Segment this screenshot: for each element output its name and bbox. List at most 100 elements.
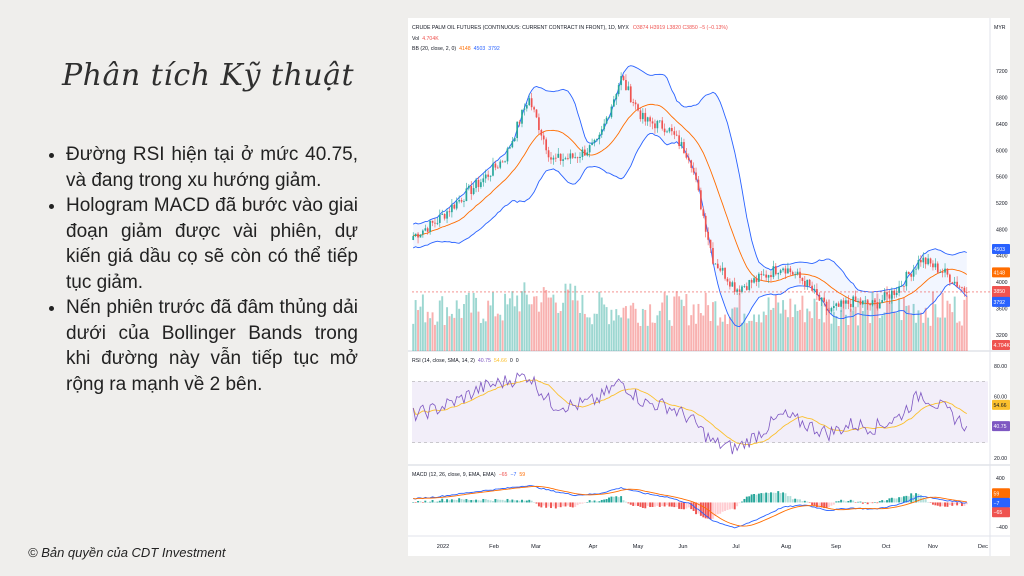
- candle-body[interactable]: [898, 286, 900, 293]
- rsi-line[interactable]: [412, 372, 968, 455]
- candle-body[interactable]: [678, 135, 680, 147]
- candle-body[interactable]: [859, 300, 862, 305]
- bb-basis-line[interactable]: [413, 103, 968, 305]
- candle-body[interactable]: [516, 121, 519, 139]
- candle-body[interactable]: [840, 300, 842, 307]
- candle-body[interactable]: [436, 222, 439, 224]
- candle-body[interactable]: [924, 257, 927, 265]
- candle-body[interactable]: [825, 301, 828, 311]
- candle-body[interactable]: [953, 281, 956, 284]
- macd-line[interactable]: [413, 485, 967, 529]
- candle-body[interactable]: [525, 105, 528, 109]
- candle-body[interactable]: [535, 109, 538, 118]
- candle-body[interactable]: [663, 128, 666, 133]
- candle-body[interactable]: [598, 134, 601, 140]
- candle-body[interactable]: [946, 268, 949, 275]
- candle-body[interactable]: [651, 121, 654, 124]
- candle-body[interactable]: [680, 142, 683, 147]
- candle-body[interactable]: [654, 123, 656, 129]
- candle-body[interactable]: [499, 161, 502, 168]
- candle-body[interactable]: [719, 268, 722, 271]
- candle-body[interactable]: [743, 286, 746, 287]
- candle-body[interactable]: [835, 303, 838, 307]
- candle-body[interactable]: [518, 121, 521, 124]
- candle-body[interactable]: [714, 263, 717, 265]
- candle-body[interactable]: [806, 279, 809, 287]
- candle-body[interactable]: [861, 300, 864, 305]
- candle-body[interactable]: [542, 135, 545, 140]
- candle-body[interactable]: [687, 157, 690, 161]
- candle-body[interactable]: [787, 268, 789, 274]
- candle-body[interactable]: [625, 80, 627, 91]
- candle-body[interactable]: [733, 282, 736, 292]
- candle-body[interactable]: [545, 139, 548, 151]
- candle-body[interactable]: [644, 112, 647, 122]
- candle-body[interactable]: [634, 102, 637, 105]
- candle-body[interactable]: [828, 310, 830, 312]
- candle-body[interactable]: [550, 157, 552, 160]
- candle-body[interactable]: [748, 280, 751, 290]
- candle-body[interactable]: [487, 174, 489, 177]
- candle-body[interactable]: [881, 300, 884, 303]
- candle-body[interactable]: [668, 127, 671, 132]
- candle-body[interactable]: [755, 278, 758, 282]
- candle-body[interactable]: [857, 300, 859, 302]
- candle-body[interactable]: [467, 186, 470, 189]
- candle-body[interactable]: [690, 160, 693, 168]
- candle-body[interactable]: [770, 275, 772, 278]
- candle-body[interactable]: [443, 213, 446, 219]
- candle-body[interactable]: [574, 157, 577, 159]
- candle-body[interactable]: [554, 157, 557, 159]
- candle-body[interactable]: [716, 263, 719, 269]
- candle-body[interactable]: [729, 281, 731, 287]
- candle-body[interactable]: [557, 153, 560, 158]
- volume-legend[interactable]: Vol 4.704K: [412, 36, 439, 42]
- candle-body[interactable]: [927, 258, 929, 265]
- candle-body[interactable]: [622, 76, 625, 81]
- candle-body[interactable]: [830, 308, 833, 312]
- candle-body[interactable]: [603, 123, 606, 130]
- candle-body[interactable]: [929, 258, 932, 264]
- candle-body[interactable]: [801, 277, 804, 281]
- candle-body[interactable]: [939, 272, 942, 273]
- candle-body[interactable]: [765, 274, 767, 278]
- candle-body[interactable]: [422, 230, 424, 235]
- candle-body[interactable]: [767, 275, 770, 278]
- candle-body[interactable]: [494, 163, 497, 168]
- candle-body[interactable]: [666, 131, 668, 133]
- candle-body[interactable]: [424, 228, 427, 231]
- candle-body[interactable]: [741, 286, 743, 292]
- candle-body[interactable]: [593, 139, 596, 143]
- candle-body[interactable]: [429, 220, 431, 232]
- candle-body[interactable]: [847, 300, 850, 304]
- candle-body[interactable]: [760, 273, 763, 276]
- candle-body[interactable]: [702, 209, 705, 216]
- candle-body[interactable]: [586, 152, 589, 156]
- candle-body[interactable]: [446, 211, 448, 219]
- candle-body[interactable]: [438, 214, 441, 223]
- candle-body[interactable]: [777, 273, 780, 275]
- chart-screenshot[interactable]: CRUDE PALM OIL FUTURES (CONTINUOUS: CURR…: [408, 18, 1010, 556]
- candle-body[interactable]: [900, 285, 903, 287]
- candle-body[interactable]: [528, 98, 531, 106]
- candle-body[interactable]: [629, 86, 632, 103]
- candle-body[interactable]: [588, 145, 591, 153]
- candle-body[interactable]: [866, 300, 869, 305]
- candle-body[interactable]: [639, 110, 642, 120]
- candle-body[interactable]: [596, 139, 598, 140]
- candle-body[interactable]: [944, 268, 946, 273]
- candle-body[interactable]: [762, 274, 765, 276]
- bb-legend[interactable]: BB (20, close, 2, 0) 4148 4503 3792: [412, 46, 500, 52]
- candle-body[interactable]: [591, 142, 593, 146]
- candle-body[interactable]: [533, 107, 535, 110]
- candle-body[interactable]: [564, 158, 567, 160]
- candle-body[interactable]: [707, 231, 709, 240]
- candle-body[interactable]: [460, 200, 463, 202]
- candle-body[interactable]: [709, 239, 712, 249]
- candle-body[interactable]: [842, 300, 845, 304]
- candle-body[interactable]: [818, 294, 821, 301]
- candle-body[interactable]: [501, 161, 504, 163]
- candle-body[interactable]: [895, 292, 898, 295]
- candle-body[interactable]: [552, 157, 555, 160]
- candle-body[interactable]: [523, 108, 526, 110]
